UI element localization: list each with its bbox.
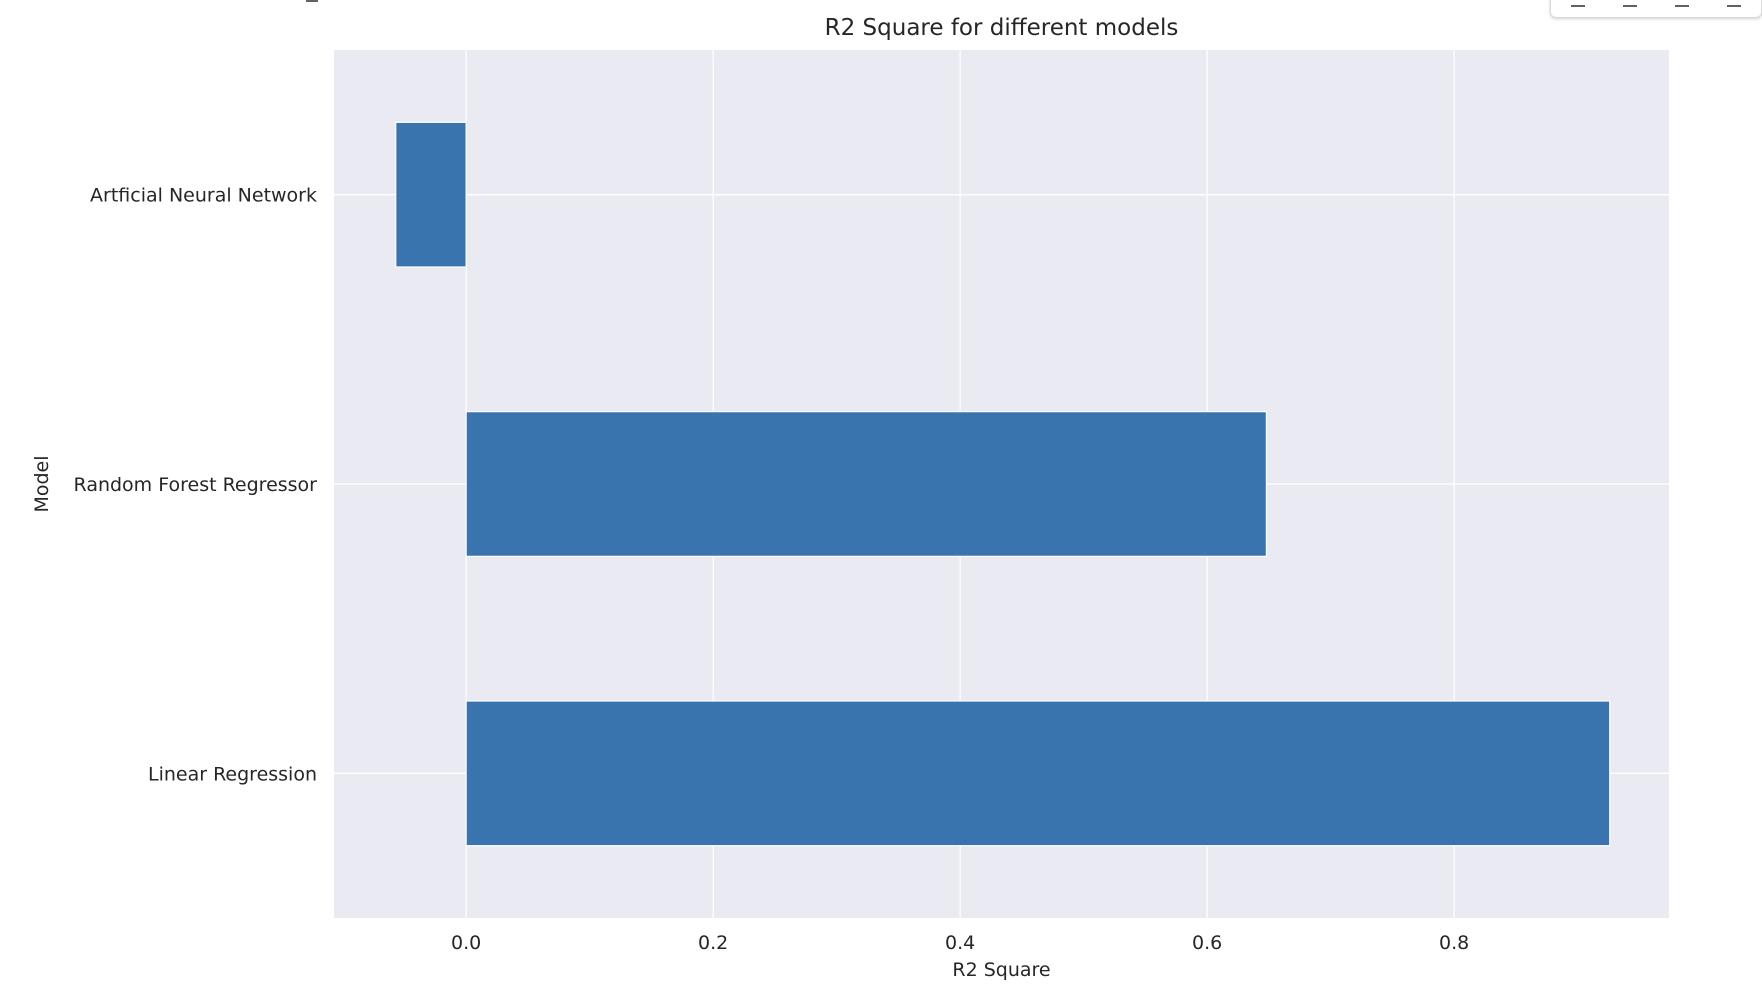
x-axis-label: R2 Square <box>952 959 1050 981</box>
x-tick-label: 0.0 <box>451 932 481 954</box>
x-ticks: 0.0 0.2 0.4 0.6 0.8 <box>451 932 1469 954</box>
bar-artficial-neural-network <box>395 121 467 268</box>
chart-title: R2 Square for different models <box>825 15 1179 41</box>
y-axis-label: Model <box>31 455 53 512</box>
y-tick-label: Linear Regression <box>148 763 317 785</box>
x-tick-label: 0.4 <box>945 932 975 954</box>
link-icon[interactable] <box>1675 0 1689 7</box>
y-tick-label: Random Forest Regressor <box>74 474 318 496</box>
bar-linear-regression <box>465 700 1611 847</box>
comment-icon[interactable] <box>1727 0 1741 7</box>
y-ticks: Linear Regression Random Forest Regressor… <box>74 185 318 786</box>
diamond-icon[interactable] <box>1623 0 1637 7</box>
cell-corner-mark <box>306 0 318 2</box>
y-tick-label: Artficial Neural Network <box>90 185 317 207</box>
x-tick-label: 0.2 <box>698 932 728 954</box>
x-tick-label: 0.8 <box>1439 932 1469 954</box>
up-arrow-icon[interactable] <box>1571 0 1585 7</box>
bars <box>395 121 1611 847</box>
x-tick-label: 0.6 <box>1192 932 1222 954</box>
bar-random-forest-regressor <box>465 411 1268 557</box>
